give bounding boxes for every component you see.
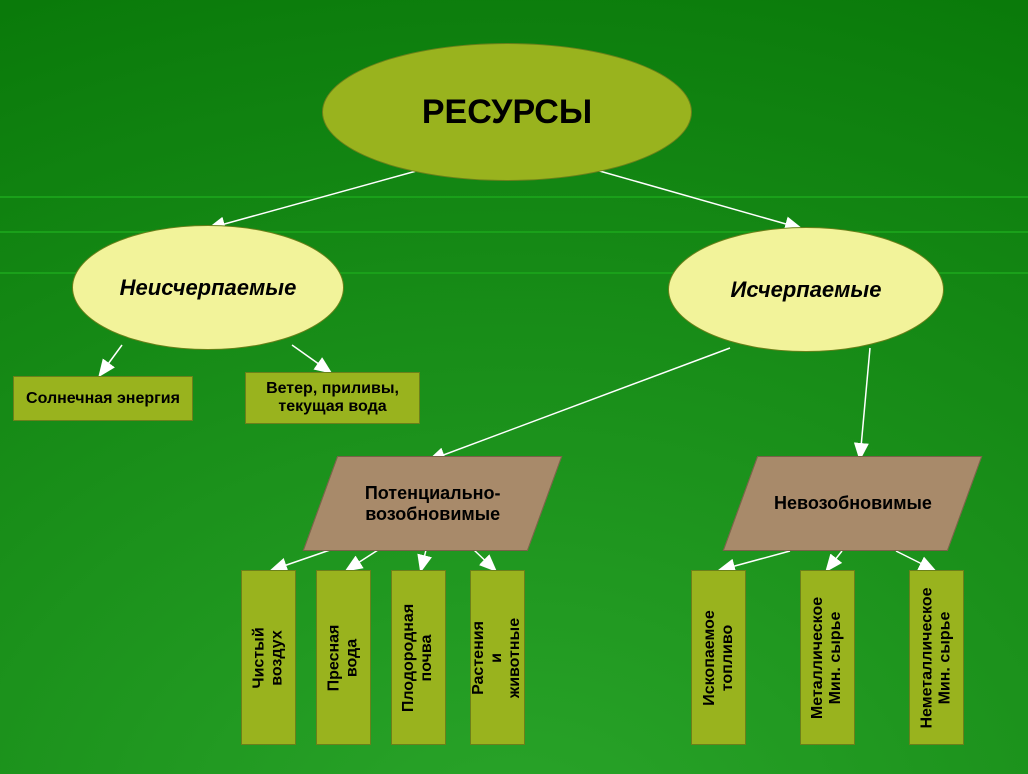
air-label: Чистый воздух: [251, 627, 287, 688]
slide-root: РЕСУРСЫ Неисчерпаемые Исчерпаемые Солнеч…: [0, 0, 1028, 774]
node-potentially-renewable: Потенциально- возобновимые: [303, 456, 563, 551]
leaf-nonmetallic-mineral: Неметаллическое Мин. сырье: [909, 570, 964, 745]
soil-label: Плодородная почва: [401, 603, 437, 711]
root-label: РЕСУРСЫ: [422, 93, 592, 132]
leaf-metallic-mineral: Металлическое Мин. сырье: [800, 570, 855, 745]
metal-label: Металлическое Мин. сырье: [810, 596, 846, 718]
node-wind-tides-water: Ветер, приливы, текущая вода: [245, 372, 420, 424]
leaf-fossil-fuel: Ископаемое топливо: [691, 570, 746, 745]
node-exhaustible: Исчерпаемые: [668, 227, 944, 352]
wind-label: Ветер, приливы, текущая вода: [266, 380, 399, 416]
fossil-label: Ископаемое топливо: [701, 610, 737, 706]
node-root-resources: РЕСУРСЫ: [322, 43, 692, 181]
node-inexhaustible: Неисчерпаемые: [72, 225, 344, 350]
solar-label: Солнечная энергия: [26, 390, 180, 408]
renew-label: Потенциально- возобновимые: [365, 483, 501, 525]
exhaustible-label: Исчерпаемые: [731, 277, 882, 303]
nonmetal-label: Неметаллическое Мин. сырье: [919, 587, 955, 728]
node-nonrenewable: Невозобновимые: [723, 456, 983, 551]
leaf-fresh-water: Пресная вода: [316, 570, 371, 745]
leaf-fertile-soil: Плодородная почва: [391, 570, 446, 745]
leaf-clean-air: Чистый воздух: [241, 570, 296, 745]
inexhaustible-label: Неисчерпаемые: [120, 275, 297, 301]
nonrenew-label: Невозобновимые: [774, 493, 932, 514]
node-solar-energy: Солнечная энергия: [13, 376, 193, 421]
leaf-plants-animals: Растения и животные: [470, 570, 525, 745]
bio-label: Растения и животные: [471, 617, 525, 697]
water-label: Пресная вода: [326, 624, 362, 691]
